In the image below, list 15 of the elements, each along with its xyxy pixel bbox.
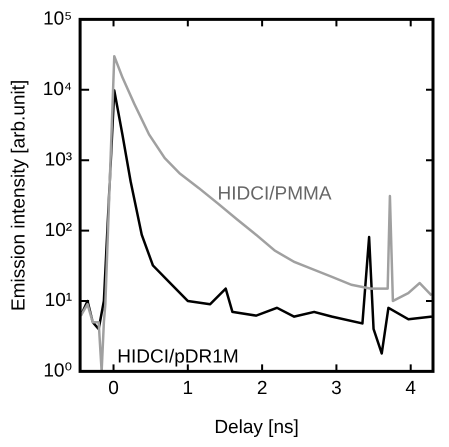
series-label: HIDCI/pDR1M xyxy=(117,346,239,368)
x-tick-label: 4 xyxy=(405,378,416,400)
y-tick-label: 10⁴ xyxy=(42,79,72,100)
y-tick-label: 10² xyxy=(44,220,72,241)
series-label: HIDCI/PMMA xyxy=(218,183,332,204)
y-axis-title: Emission intensity [arb.unit] xyxy=(8,80,30,312)
x-tick-label: 3 xyxy=(331,378,342,400)
x-tick-label: 2 xyxy=(256,378,268,400)
x-axis-title: Delay [ns] xyxy=(214,416,299,438)
x-tick-label: 1 xyxy=(182,378,194,400)
y-tick-label: 10⁰ xyxy=(43,360,72,382)
y-tick-label: 10¹ xyxy=(44,290,72,312)
y-tick-label: 10⁵ xyxy=(43,8,72,30)
x-tick-label: 0 xyxy=(108,378,119,400)
y-tick-label: 10³ xyxy=(44,149,72,170)
